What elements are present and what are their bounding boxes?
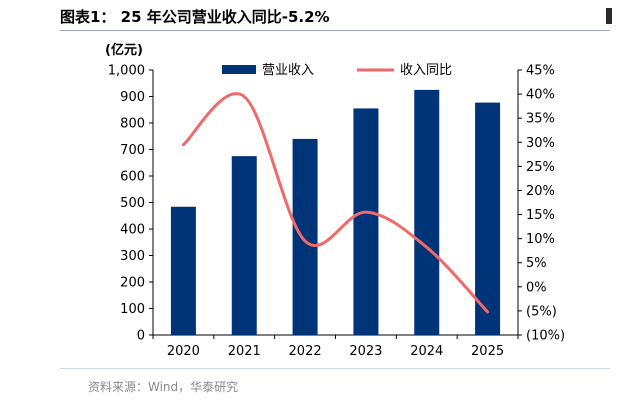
y-right-tick-label: 0%: [526, 280, 547, 295]
y-right-tick-label: 35%: [526, 112, 555, 127]
page-edge-mark: [606, 8, 612, 24]
legend-swatch-revenue: [222, 65, 256, 74]
revenue-bar: [414, 89, 440, 335]
y-left-tick-label: 300: [120, 249, 145, 264]
title-bar: 图表1： 25 年公司营业收入同比-5.2%: [60, 6, 600, 30]
footer-rule: [60, 368, 610, 369]
y-right-tick-label: (10%): [526, 329, 565, 344]
y-left-tick-label: 0: [137, 329, 145, 344]
y-right-tick-label: 5%: [526, 256, 547, 271]
y-right-tick-label: (5%): [526, 304, 557, 319]
revenue-bar: [353, 108, 379, 335]
source-note: 资料来源：Wind，华泰研究: [88, 380, 239, 394]
title-rule: [60, 30, 610, 31]
y-left-tick-label: 500: [120, 196, 145, 211]
y-left-tick-label: 800: [120, 117, 145, 132]
y-right-tick-label: 25%: [526, 160, 555, 175]
yoy-growth-line: [181, 92, 490, 314]
x-tick-label: 2023: [349, 344, 382, 359]
y-right-tick-label: 30%: [526, 136, 555, 151]
y-left-tick-label: 200: [120, 276, 145, 291]
x-tick-label: 2025: [471, 344, 504, 359]
x-tick-label: 2024: [410, 344, 443, 359]
y-right-tick-label: 10%: [526, 232, 555, 247]
y-left-tick-label: 100: [120, 302, 145, 317]
y-right-tick-label: 45%: [526, 64, 555, 79]
y-left-tick-label: 600: [120, 170, 145, 185]
y-left-tick-label: 1,000: [108, 64, 145, 79]
legend-label-revenue: 营业收入: [262, 63, 314, 78]
x-tick-label: 2020: [167, 344, 200, 359]
y-left-tick-label: 700: [120, 143, 145, 158]
revenue-bar: [231, 156, 257, 335]
y-right-tick-label: 15%: [526, 208, 555, 223]
chart-title: 图表1： 25 年公司营业收入同比-5.2%: [60, 8, 330, 26]
x-tick-label: 2022: [289, 344, 322, 359]
y-left-tick-label: 900: [120, 90, 145, 105]
legend-label-yoy: 收入同比: [400, 63, 452, 78]
x-tick-label: 2021: [228, 344, 261, 359]
y-right-tick-label: 40%: [526, 88, 555, 103]
revenue-bar: [170, 206, 196, 335]
y-right-tick-label: 20%: [526, 184, 555, 199]
unit-label: (亿元): [105, 43, 143, 58]
revenue-bar: [475, 102, 501, 335]
y-left-tick-label: 400: [120, 223, 145, 238]
revenue-bar: [292, 138, 318, 335]
